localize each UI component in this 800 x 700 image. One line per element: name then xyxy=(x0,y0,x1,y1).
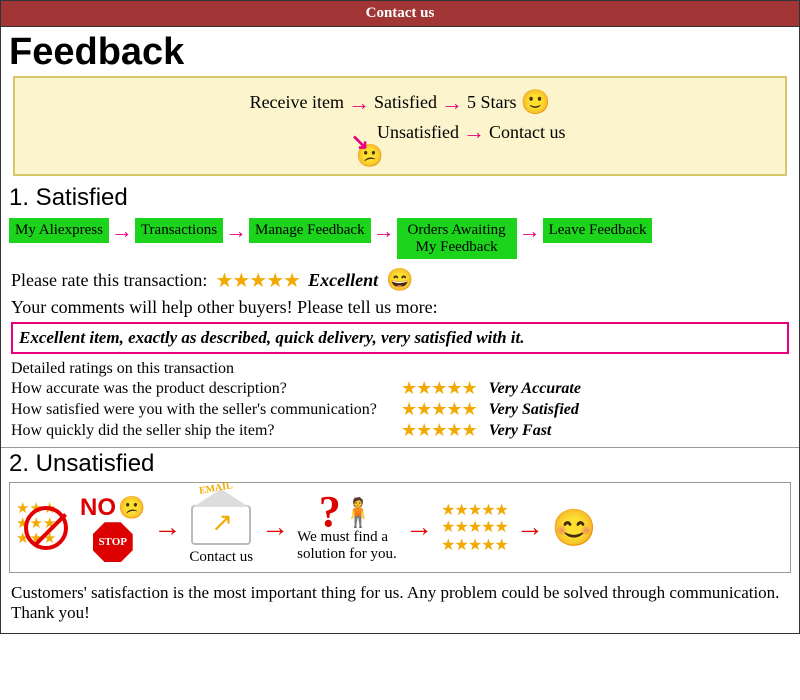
section2-heading: 2. Unsatisfied xyxy=(1,447,799,480)
stop-icon: STOP xyxy=(93,522,133,562)
detail-label: Very Fast xyxy=(489,422,552,440)
comments-label: Your comments will help other buyers! Pl… xyxy=(1,297,799,318)
detailed-ratings: Detailed ratings on this transaction How… xyxy=(1,358,799,447)
solution-block: ? 🧍 We must find a solution for you. xyxy=(297,494,397,562)
detail-heading: Detailed ratings on this transaction xyxy=(11,360,789,378)
email-icon: EMAIL ↗ xyxy=(191,505,251,545)
arrow-right-icon: → xyxy=(348,90,370,116)
step-box: Manage Feedback xyxy=(249,218,371,243)
step-box: Transactions xyxy=(135,218,223,243)
detail-label: Very Satisfied xyxy=(489,401,579,419)
grin-icon: 😄 xyxy=(386,267,413,293)
detail-q: How quickly did the seller ship the item… xyxy=(11,422,401,440)
arrow-downright-icon: ↘ xyxy=(351,129,369,155)
detail-q: How accurate was the product description… xyxy=(11,380,401,398)
arrow-right-icon: → xyxy=(516,512,544,544)
detail-row: How satisfied were you with the seller's… xyxy=(11,399,789,420)
flow-contact: Contact us xyxy=(489,122,566,143)
flow-5stars: 5 Stars xyxy=(467,92,517,113)
arrow-right-icon: → xyxy=(463,119,485,145)
flow-satisfied: Satisfied xyxy=(374,92,437,113)
arrow-right-icon: → xyxy=(441,90,463,116)
comment-box: Excellent item, exactly as described, qu… xyxy=(11,322,789,354)
solution-label: We must find a solution for you. xyxy=(297,529,397,562)
flow-unsatisfied: Unsatisfied xyxy=(377,122,459,143)
arrow-right-icon: → xyxy=(261,512,289,544)
confused-icon: 😕 xyxy=(118,495,145,521)
question-icon: ? xyxy=(319,494,341,529)
arrow-right-icon: → xyxy=(153,512,181,544)
rate-line: Please rate this transaction: ★★★★★ Exce… xyxy=(1,263,799,297)
arrow-right-icon: → xyxy=(373,218,395,244)
step-box: Leave Feedback xyxy=(543,218,653,243)
satisfied-steps: My Aliexpress → Transactions → Manage Fe… xyxy=(1,214,799,263)
five-stars-icon: ★★★★★ xyxy=(401,378,477,399)
no-text: NO xyxy=(80,494,116,522)
footer-text: Customers' satisfaction is the most impo… xyxy=(1,577,799,633)
smile-icon: 😊 xyxy=(552,507,597,549)
header-bar: Contact us xyxy=(0,0,800,27)
detail-q: How satisfied were you with the seller's… xyxy=(11,401,401,419)
star-grid-icon: ★★★★★★★★★★★★★★★ xyxy=(441,502,508,555)
rate-label: Please rate this transaction: xyxy=(11,270,207,291)
page-title: Feedback xyxy=(1,27,799,74)
arrow-right-icon: → xyxy=(111,218,133,244)
detail-row: How accurate was the product description… xyxy=(11,378,789,399)
detail-label: Very Accurate xyxy=(489,380,581,398)
excellent-label: Excellent xyxy=(308,270,378,291)
flow-line-unsatisfied: ↘ Unsatisfied → Contact us xyxy=(135,119,785,145)
smile-icon: 🙂 xyxy=(521,88,551,117)
step-box: My Aliexpress xyxy=(9,218,109,243)
person-icon: 🧍 xyxy=(341,499,376,530)
section1-heading: 1. Satisfied xyxy=(1,182,799,214)
no-stars-block: ★★★★★★★★★ NO 😕 STOP xyxy=(16,494,145,562)
unsatisfied-flow: ★★★★★★★★★ NO 😕 STOP → EMAIL ↗ Contact us… xyxy=(9,482,791,573)
five-stars-icon: ★★★★★ xyxy=(215,268,300,293)
five-stars-icon: ★★★★★ xyxy=(401,399,477,420)
step-box: Orders Awaiting My Feedback xyxy=(397,218,517,259)
main-panel: Feedback Receive item → Satisfied → 5 St… xyxy=(0,27,800,634)
contact-label: Contact us xyxy=(189,549,253,566)
flow-line-satisfied: Receive item → Satisfied → 5 Stars 🙂 xyxy=(15,88,785,117)
header-title: Contact us xyxy=(366,5,435,21)
arrow-right-icon: → xyxy=(519,218,541,244)
feedback-flow-box: Receive item → Satisfied → 5 Stars 🙂 ↘ U… xyxy=(13,76,787,176)
arrow-right-icon: → xyxy=(405,512,433,544)
no-stars-icon: ★★★★★★★★★ xyxy=(16,498,76,558)
detail-row: How quickly did the seller ship the item… xyxy=(11,420,789,441)
contact-us-block: EMAIL ↗ Contact us xyxy=(189,491,253,566)
arrow-right-icon: → xyxy=(225,218,247,244)
five-stars-icon: ★★★★★ xyxy=(401,420,477,441)
flow-receive: Receive item xyxy=(250,92,344,113)
